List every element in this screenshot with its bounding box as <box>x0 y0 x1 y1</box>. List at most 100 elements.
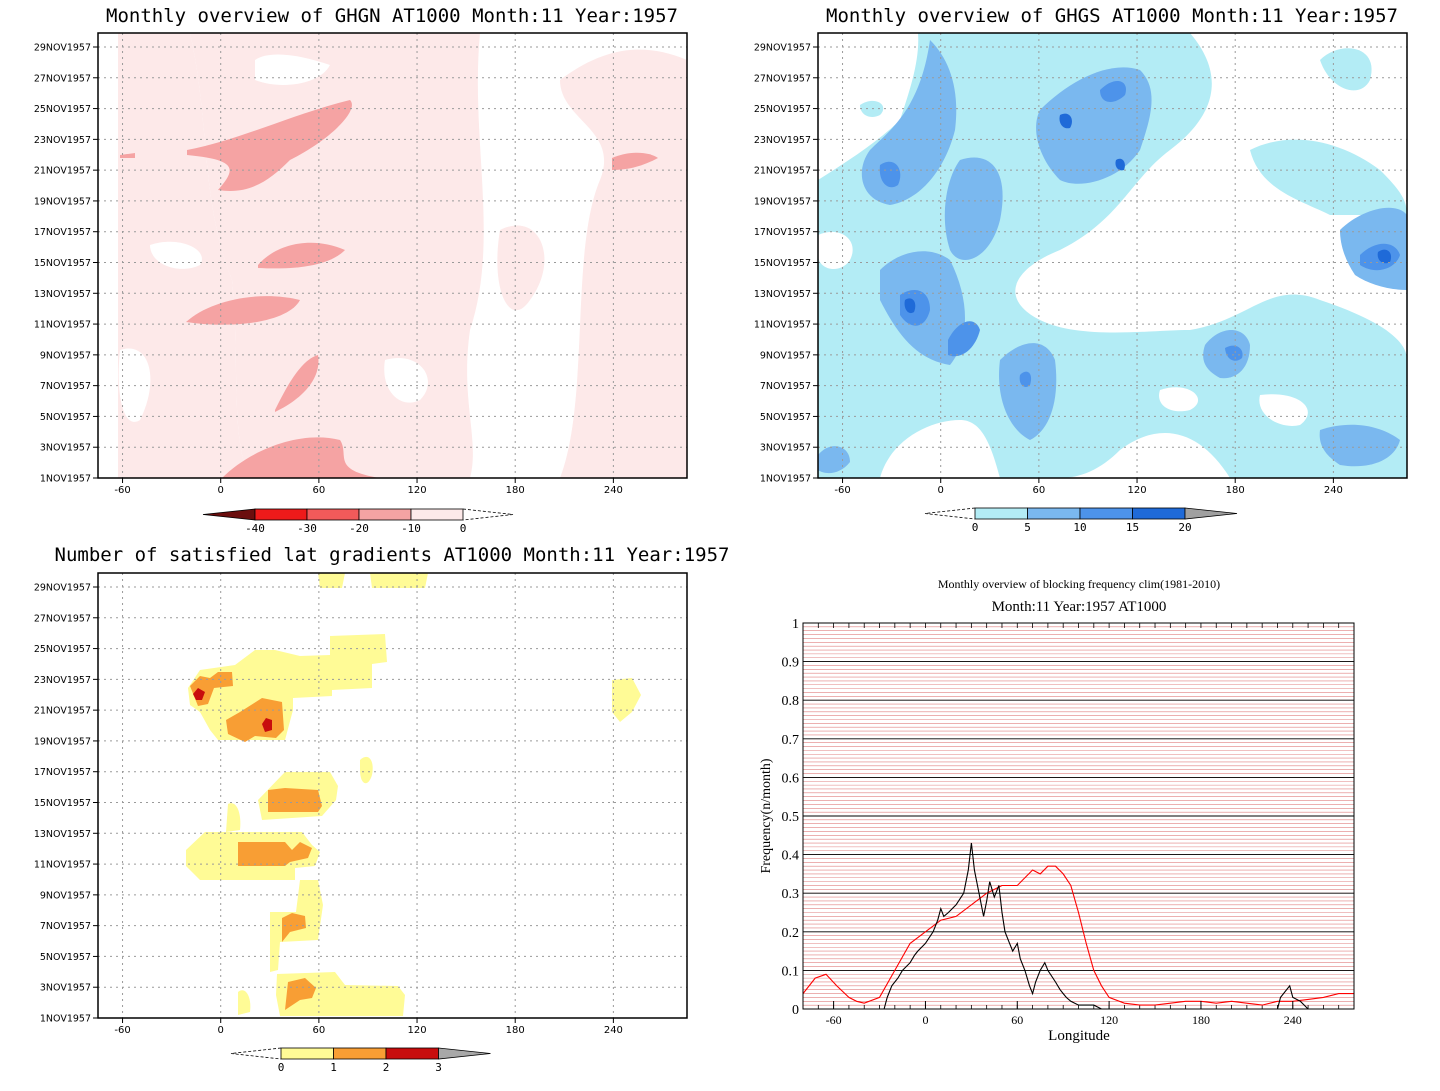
ghgn-fill-medium <box>186 296 300 325</box>
ghgs-fill-darkest <box>904 298 916 314</box>
colorbar-segment <box>1079 507 1133 520</box>
y-tick-label: 7NOV1957 <box>40 381 91 392</box>
colorbar-segment <box>333 1047 387 1060</box>
ghgs-hole <box>818 231 853 270</box>
lat-fill-yellow <box>238 990 251 1015</box>
x-tick-label: 60 <box>1033 485 1046 496</box>
colorbar-extend-right <box>1184 507 1238 520</box>
lat-fill-yellow <box>612 678 641 722</box>
ghgn-x-axis: -60 0 60 120 180 240 <box>114 478 623 496</box>
panel-ghgs: Monthly overview of GHGS AT1000 Month:11… <box>754 5 1408 534</box>
ghgs-fill-medium <box>818 446 850 474</box>
y-tick-label: 17NOV1957 <box>754 227 811 238</box>
y-tick-label: 0.6 <box>782 771 800 786</box>
colorbar-label: 5 <box>1024 521 1031 534</box>
x-tick-label: -60 <box>114 1025 130 1036</box>
colorbar-segment <box>254 508 308 521</box>
lat-fill-red <box>262 718 272 732</box>
y-tick-label: 23NOV1957 <box>34 675 91 686</box>
colorbar-label: 2 <box>383 1061 390 1074</box>
colorbar-extend-left <box>924 507 976 520</box>
ghgn-fill-pale <box>497 225 545 311</box>
y-tick-label: 11NOV1957 <box>34 320 91 331</box>
ghgs-x-axis: -60 0 60 120 180 240 <box>834 478 1343 496</box>
lat-fill-orange <box>226 698 284 742</box>
freq-subtitle: Month:11 Year:1957 AT1000 <box>992 599 1167 615</box>
y-tick-label: 3NOV1957 <box>40 983 91 994</box>
y-tick-label: 5NOV1957 <box>40 412 91 423</box>
ghgn-y-axis: 1NOV1957 3NOV1957 5NOV1957 7NOV1957 9NOV1957… <box>34 43 98 485</box>
y-tick-label: 13NOV1957 <box>754 289 811 300</box>
x-tick-label: 0 <box>922 1013 928 1027</box>
x-tick-label: -60 <box>834 485 850 496</box>
ghgn-fill-medium <box>187 100 352 191</box>
y-tick-label: 17NOV1957 <box>34 227 91 238</box>
ghgs-frame <box>817 32 1408 479</box>
freq-grid <box>802 622 1355 1010</box>
x-tick-label: -60 <box>114 485 130 496</box>
ghgs-fill-darkest <box>1377 249 1392 264</box>
y-tick-label: 27NOV1957 <box>34 73 91 84</box>
freq-ylabel: Frequency(n/month) <box>759 758 774 873</box>
lat-fill-yellow <box>360 756 373 784</box>
colorbar-segment <box>410 508 464 521</box>
y-tick-label: 13NOV1957 <box>34 829 91 840</box>
lat-grid <box>98 573 687 1018</box>
lat-fill-orange <box>238 842 312 866</box>
y-tick-label: 23NOV1957 <box>34 135 91 146</box>
freq-frame <box>802 622 1355 1010</box>
colorbar-label: 10 <box>1073 521 1086 534</box>
y-tick-label: 3NOV1957 <box>760 443 811 454</box>
colorbar-label: -20 <box>349 522 369 535</box>
ghgs-plot-area <box>817 32 1408 479</box>
lat-frame <box>97 572 688 1019</box>
colorbar-label: 0 <box>460 522 467 535</box>
x-tick-label: 180 <box>1192 1013 1210 1027</box>
colorbar-extend-left <box>202 508 256 521</box>
ghgn-colorbar: -40 -30 -20 -10 0 <box>202 508 514 535</box>
colorbar-label: 3 <box>435 1061 442 1074</box>
y-tick-label: 0.5 <box>782 810 800 825</box>
x-tick-label: 0 <box>938 485 944 496</box>
y-tick-label: 27NOV1957 <box>34 613 91 624</box>
x-tick-label: 0 <box>218 485 224 496</box>
lat-fill-orange <box>285 978 316 1010</box>
ghgn-plot-area <box>97 32 688 479</box>
y-tick-label: 29NOV1957 <box>34 43 91 54</box>
y-tick-label: 0.8 <box>782 694 800 709</box>
y-tick-label: 11NOV1957 <box>754 320 811 331</box>
y-tick-label: 5NOV1957 <box>40 952 91 963</box>
y-tick-label: 9NOV1957 <box>40 350 91 361</box>
ghgs-y-axis: 1NOV1957 3NOV1957 5NOV1957 7NOV1957 9NOV1957… <box>754 43 818 485</box>
colorbar-segment <box>385 1047 439 1060</box>
lat-y-axis: 1NOV1957 3NOV1957 5NOV1957 7NOV1957 9NOV1957… <box>34 583 98 1025</box>
x-tick-label: 180 <box>506 1025 525 1036</box>
x-tick-label: 60 <box>1011 1013 1023 1027</box>
lat-fill-yellow <box>318 573 345 588</box>
y-tick-label: 19NOV1957 <box>754 196 811 207</box>
y-tick-label: 25NOV1957 <box>34 644 91 655</box>
y-tick-label: 0.2 <box>782 926 800 941</box>
y-tick-label: 0.4 <box>782 849 800 864</box>
ghgs-fill-light <box>860 100 884 117</box>
colorbar-label: -30 <box>297 522 317 535</box>
colorbar-segment <box>280 1047 334 1060</box>
y-tick-label: 0.7 <box>782 733 800 748</box>
freq-series <box>802 842 1354 1010</box>
y-tick-label: 25NOV1957 <box>754 104 811 115</box>
y-tick-label: 1NOV1957 <box>40 1014 91 1025</box>
y-tick-label: 13NOV1957 <box>34 289 91 300</box>
y-tick-label: 15NOV1957 <box>754 258 811 269</box>
ghgn-frame <box>97 32 688 479</box>
y-tick-label: 1NOV1957 <box>40 474 91 485</box>
ghgs-fill-medium <box>999 343 1057 440</box>
x-tick-label: 240 <box>1324 485 1343 496</box>
y-tick-label: 1NOV1957 <box>760 474 811 485</box>
colorbar-label: 0 <box>278 1061 285 1074</box>
panel-blocking-frequency: Monthly overview of blocking frequency c… <box>759 577 1355 1044</box>
ghgs-fill-dark <box>948 321 980 357</box>
y-tick-label: 9NOV1957 <box>40 890 91 901</box>
y-tick-label: 23NOV1957 <box>754 135 811 146</box>
lat-fill-red <box>193 688 205 700</box>
